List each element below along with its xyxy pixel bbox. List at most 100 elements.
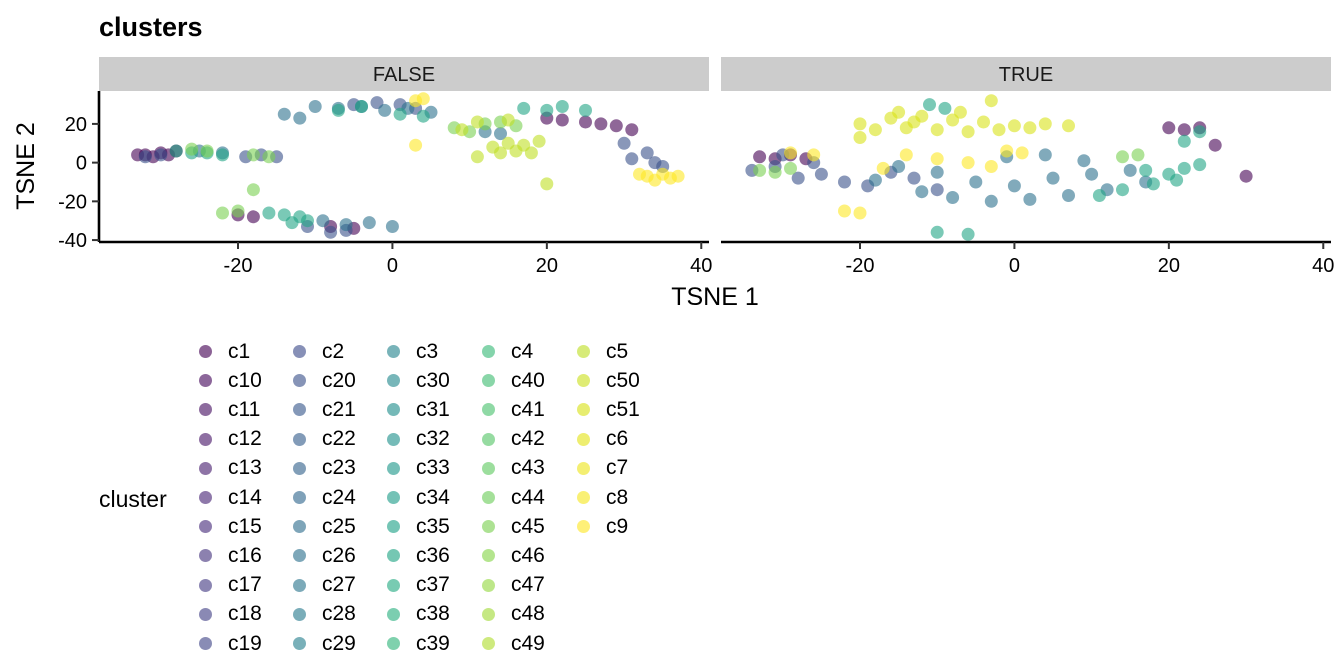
legend-label: c24 [322,485,356,509]
legend-label: c33 [416,456,450,480]
legend-label: c11 [228,397,261,421]
x-tick-label: 0 [1009,255,1020,277]
legend-item: c33 [387,454,450,483]
data-point [1146,177,1160,191]
data-point [969,175,983,189]
data-point [1116,183,1129,197]
legend-key [293,607,306,621]
legend-item: c27 [293,571,356,600]
data-point [293,111,307,125]
legend-item: c2 [293,337,344,366]
legend-label: c49 [511,631,545,655]
legend-label: c7 [606,456,629,480]
legend-item: c12 [199,425,262,454]
data-point [892,160,906,173]
data-point [154,148,168,162]
legend-key [387,345,400,358]
data-point [791,171,805,185]
legend-item: c22 [293,425,356,454]
data-point [331,103,345,117]
legend-key [577,461,590,475]
y-tick-label: 0 [76,153,87,175]
data-point [977,115,990,129]
data-point [953,105,967,119]
data-point [992,123,1006,137]
data-point [930,123,944,137]
legend-key [293,578,306,592]
data-point [501,113,515,127]
data-point [853,206,867,220]
data-point [509,144,523,158]
data-point [633,167,646,181]
legend-key [199,549,212,563]
data-point [324,225,338,239]
data-point [1193,158,1207,172]
data-point [185,142,199,156]
legend-key [293,403,306,417]
legend-key [577,491,590,504]
legend-item: c9 [577,512,628,541]
legend-key [199,637,212,650]
data-point [671,169,685,183]
data-point [1139,163,1153,177]
data-point [1015,146,1029,160]
data-point [1046,171,1060,185]
data-point [930,152,944,166]
facet-label-false: FALSE [373,64,435,86]
data-point [524,146,538,160]
legend-label: c43 [511,456,545,480]
data-point [246,210,260,224]
data-point [169,144,183,158]
data-point [907,115,921,129]
legend-item: c46 [482,541,545,570]
legend-key [482,520,495,534]
data-point [362,216,376,230]
y-tick-label: 20 [65,114,87,136]
legend-label: c50 [606,368,640,392]
data-point [899,148,913,162]
legend-label: c44 [511,485,545,509]
data-point [984,94,998,108]
legend-item: c17 [199,571,262,600]
data-point [625,152,639,166]
legend-item: c37 [387,571,450,600]
data-point [416,109,430,123]
data-point [961,227,975,241]
data-point [930,183,944,197]
data-point [1162,121,1176,135]
legend-label: c13 [228,456,262,480]
legend-key [482,374,495,388]
legend-label: c26 [322,543,356,567]
data-point [853,117,867,131]
data-point [416,92,430,106]
data-point [579,103,592,117]
legend-label: c9 [606,514,629,538]
legend-item: c6 [577,425,628,454]
legend-key [387,549,400,563]
legend-label: c30 [416,368,450,392]
data-point [555,113,569,127]
panel-true-points [745,94,1253,241]
y-axis-label: TSNE 2 [12,122,40,210]
data-point [617,136,631,150]
legend-item: c48 [482,600,545,629]
legend-item: c38 [387,600,450,629]
data-point [1193,125,1207,139]
data-point [1177,134,1191,148]
data-point [532,134,546,148]
legend-key [387,607,400,621]
data-point [1131,148,1145,162]
data-point [262,206,276,220]
data-point [246,183,260,197]
legend-item: c34 [387,483,450,512]
legend-label: c27 [322,573,356,597]
legend-key [577,374,590,388]
data-point [876,161,890,175]
data-point [907,171,921,185]
legend-label: c32 [416,427,450,451]
data-point [984,194,998,208]
data-point [784,161,797,175]
legend-item: c3 [387,337,438,366]
legend-item: c7 [577,454,628,483]
